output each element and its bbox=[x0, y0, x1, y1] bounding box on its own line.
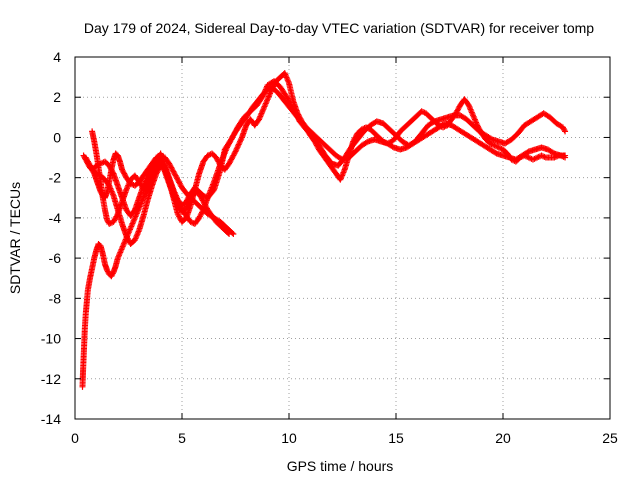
y-tick-label: -14 bbox=[41, 411, 61, 427]
plot-frame bbox=[74, 56, 611, 420]
data-point bbox=[230, 230, 237, 237]
data-point bbox=[562, 128, 569, 135]
series-track-4 bbox=[80, 84, 569, 227]
data-point-fill bbox=[561, 127, 568, 134]
y-tick-label: -2 bbox=[49, 170, 62, 186]
y-tick-label: -6 bbox=[49, 250, 62, 266]
series-track-5 bbox=[82, 150, 237, 237]
y-tick-label: 4 bbox=[53, 49, 61, 65]
x-tick-label: 25 bbox=[602, 430, 618, 446]
chart-title: Day 179 of 2024, Sidereal Day-to-day VTE… bbox=[84, 20, 594, 36]
y-tick-label: -10 bbox=[41, 331, 61, 347]
y-tick-label: -8 bbox=[49, 290, 62, 306]
grid bbox=[75, 57, 610, 419]
x-tick-label: 5 bbox=[178, 430, 186, 446]
data-point-fill bbox=[114, 212, 121, 219]
data-points bbox=[79, 70, 569, 390]
x-axis-label: GPS time / hours bbox=[287, 458, 394, 474]
x-tick-label: 0 bbox=[71, 430, 79, 446]
y-tick-label: 2 bbox=[53, 89, 61, 105]
data-point-fill bbox=[231, 149, 238, 156]
x-tick-label: 20 bbox=[495, 430, 511, 446]
data-point-fill bbox=[229, 229, 236, 236]
y-tick-label: -4 bbox=[49, 210, 62, 226]
data-point-fill bbox=[161, 163, 168, 170]
x-tick-label: 15 bbox=[388, 430, 404, 446]
data-point bbox=[562, 154, 569, 161]
x-tick-label: 10 bbox=[281, 430, 297, 446]
y-tick-label: -12 bbox=[41, 371, 61, 387]
y-axis-label: SDTVAR / TECUs bbox=[7, 182, 23, 294]
axis-ticks: 0 5 10 15 20 25 -14 -12 -10 -8 -6 -4 -2 0 2 4 bbox=[41, 49, 618, 446]
y-tick-label: 0 bbox=[53, 129, 61, 145]
